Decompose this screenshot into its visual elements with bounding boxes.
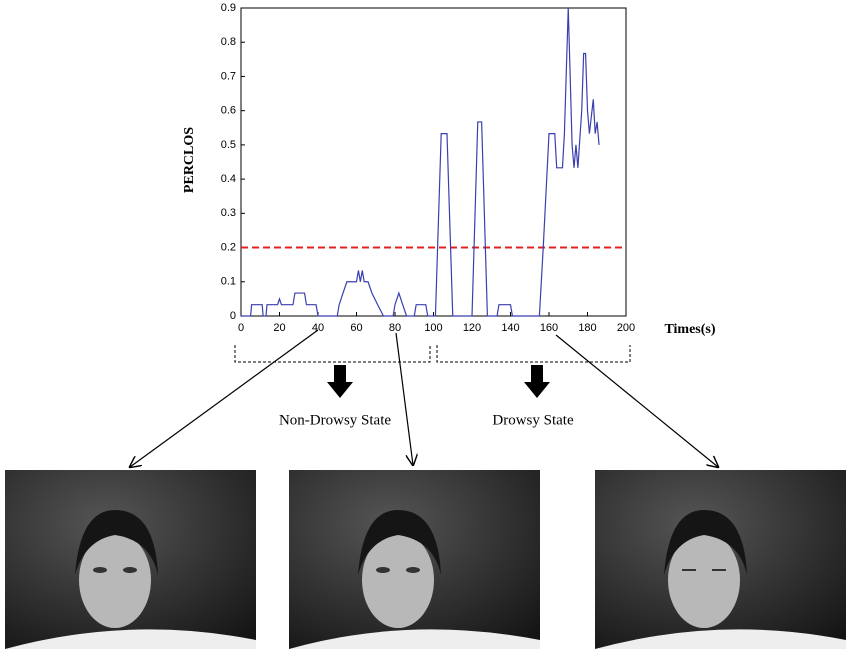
- bracket: [234, 345, 631, 363]
- y-tick-label: 0.7: [221, 70, 236, 82]
- state-label: Non-Drowsy State: [279, 412, 391, 428]
- driver-photo: [5, 470, 256, 649]
- y-axis-label: PERCLOS: [182, 127, 197, 193]
- x-axis-label: Times(s): [664, 322, 715, 337]
- driver-photo: [289, 470, 540, 649]
- pointer-arrow: [130, 329, 319, 467]
- y-tick-label: 0.2: [221, 241, 236, 253]
- x-tick-label: 200: [617, 322, 635, 334]
- x-tick-label: 40: [312, 322, 324, 334]
- state-label: Drowsy State: [492, 412, 574, 428]
- down-arrow: [327, 365, 353, 398]
- y-tick-label: 0.8: [221, 36, 236, 48]
- pointer-arrow: [555, 334, 718, 467]
- x-tick-label: 0: [238, 322, 244, 334]
- x-tick-label: 20: [273, 322, 285, 334]
- y-tick-label: 0.3: [221, 207, 236, 219]
- y-tick-label: 0.1: [221, 276, 236, 288]
- x-tick-label: 160: [540, 322, 558, 334]
- x-tick-label: 60: [350, 322, 362, 334]
- x-tick-label: 140: [501, 322, 519, 334]
- x-tick-label: 100: [424, 322, 442, 334]
- x-tick-label: 80: [389, 322, 401, 334]
- y-tick-label: 0.5: [221, 139, 236, 151]
- plot-frame: [240, 7, 627, 317]
- x-tick-label: 120: [463, 322, 481, 334]
- y-tick-label: 0.6: [221, 105, 236, 117]
- perclos-line: [241, 7, 600, 317]
- x-tick-label: 180: [578, 322, 596, 334]
- y-tick-label: 0: [230, 310, 236, 322]
- driver-photo: [595, 470, 846, 649]
- y-tick-label: 0.9: [221, 2, 236, 14]
- pointer-arrow: [395, 332, 413, 465]
- y-tick-label: 0.4: [221, 173, 236, 185]
- down-arrow: [524, 365, 550, 398]
